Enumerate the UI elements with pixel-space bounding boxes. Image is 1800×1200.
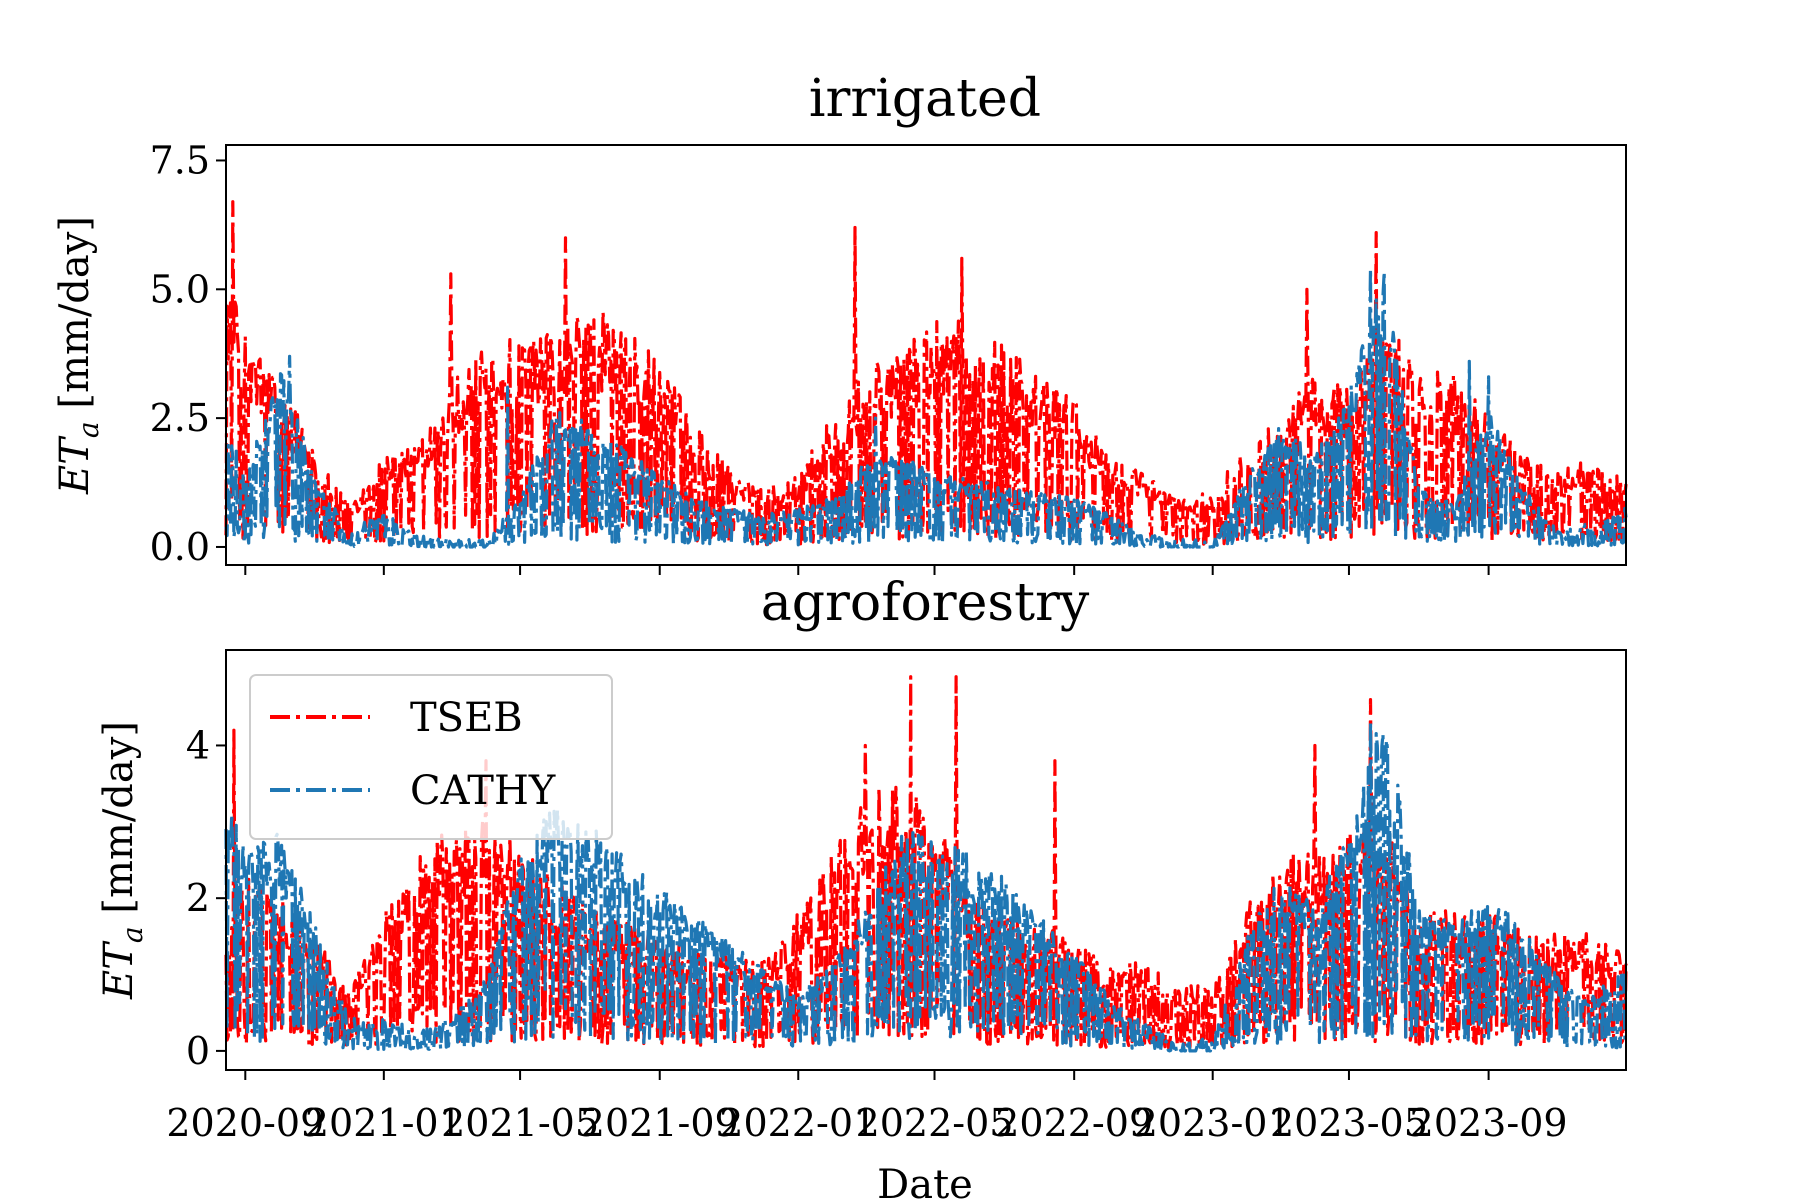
- agroforestry-plot-area: [224, 675, 1628, 1053]
- x-tick-label: 2022-05: [856, 1101, 1014, 1145]
- y-tick-label: 7.5: [150, 138, 210, 182]
- y-tick-label: 2.5: [150, 396, 210, 440]
- x-axis-label: Date: [877, 1162, 973, 1200]
- irrigated-y-axis-label: ETa [mm/day]: [52, 216, 105, 495]
- legend-label-tseb: TSEB: [410, 695, 523, 741]
- series-line-tseb: [224, 200, 1628, 547]
- agroforestry-x-tick-labels: 2020-092021-012021-052021-092022-012022-…: [166, 1101, 1567, 1145]
- x-tick-label: 2020-09: [166, 1101, 324, 1145]
- irrigated-axes-frame: [225, 144, 1627, 566]
- irrigated-x-ticks: [244, 565, 1490, 575]
- irrigated-title: irrigated: [809, 69, 1041, 129]
- legend-box: [249, 674, 613, 840]
- irrigated-panel: irrigated 0.0 2.5 5.0 7.5 ETa [mm/day]: [52, 69, 1628, 575]
- x-tick-label: 2021-05: [441, 1101, 599, 1145]
- x-tick-label: 2023-05: [1270, 1101, 1428, 1145]
- y-tick-label: 0: [186, 1029, 210, 1073]
- series-line-cathy: [224, 267, 1628, 549]
- agroforestry-y-axis-label: ETa [mm/day]: [96, 721, 149, 1000]
- agroforestry-x-ticks: [244, 1070, 1490, 1080]
- x-tick-label: 2023-09: [1410, 1101, 1568, 1145]
- x-tick-label: 2023-01: [1134, 1101, 1292, 1145]
- x-tick-label: 2021-01: [305, 1101, 463, 1145]
- legend: TSEB CATHY: [249, 674, 613, 840]
- y-tick-label: 5.0: [150, 267, 210, 311]
- legend-label-cathy: CATHY: [410, 768, 556, 814]
- y-tick-label: 0.0: [150, 525, 210, 569]
- x-tick-label: 2022-01: [719, 1101, 877, 1145]
- x-tick-label: 2022-09: [995, 1101, 1153, 1145]
- x-tick-label: 2021-09: [581, 1101, 739, 1145]
- y-tick-label: 2: [186, 876, 210, 920]
- y-tick-label: 4: [186, 723, 210, 767]
- irrigated-plot-area: [224, 200, 1628, 549]
- irrigated-y-ticks: 0.0 2.5 5.0 7.5: [150, 138, 226, 569]
- agroforestry-y-ticks: 0 2 4: [186, 723, 226, 1073]
- agroforestry-panel: agroforestry 024 2020-092021-012021-0520…: [96, 573, 1628, 1200]
- agroforestry-axes-frame: [225, 649, 1627, 1071]
- series-line-cathy: [224, 720, 1627, 1053]
- agroforestry-title: agroforestry: [761, 573, 1090, 633]
